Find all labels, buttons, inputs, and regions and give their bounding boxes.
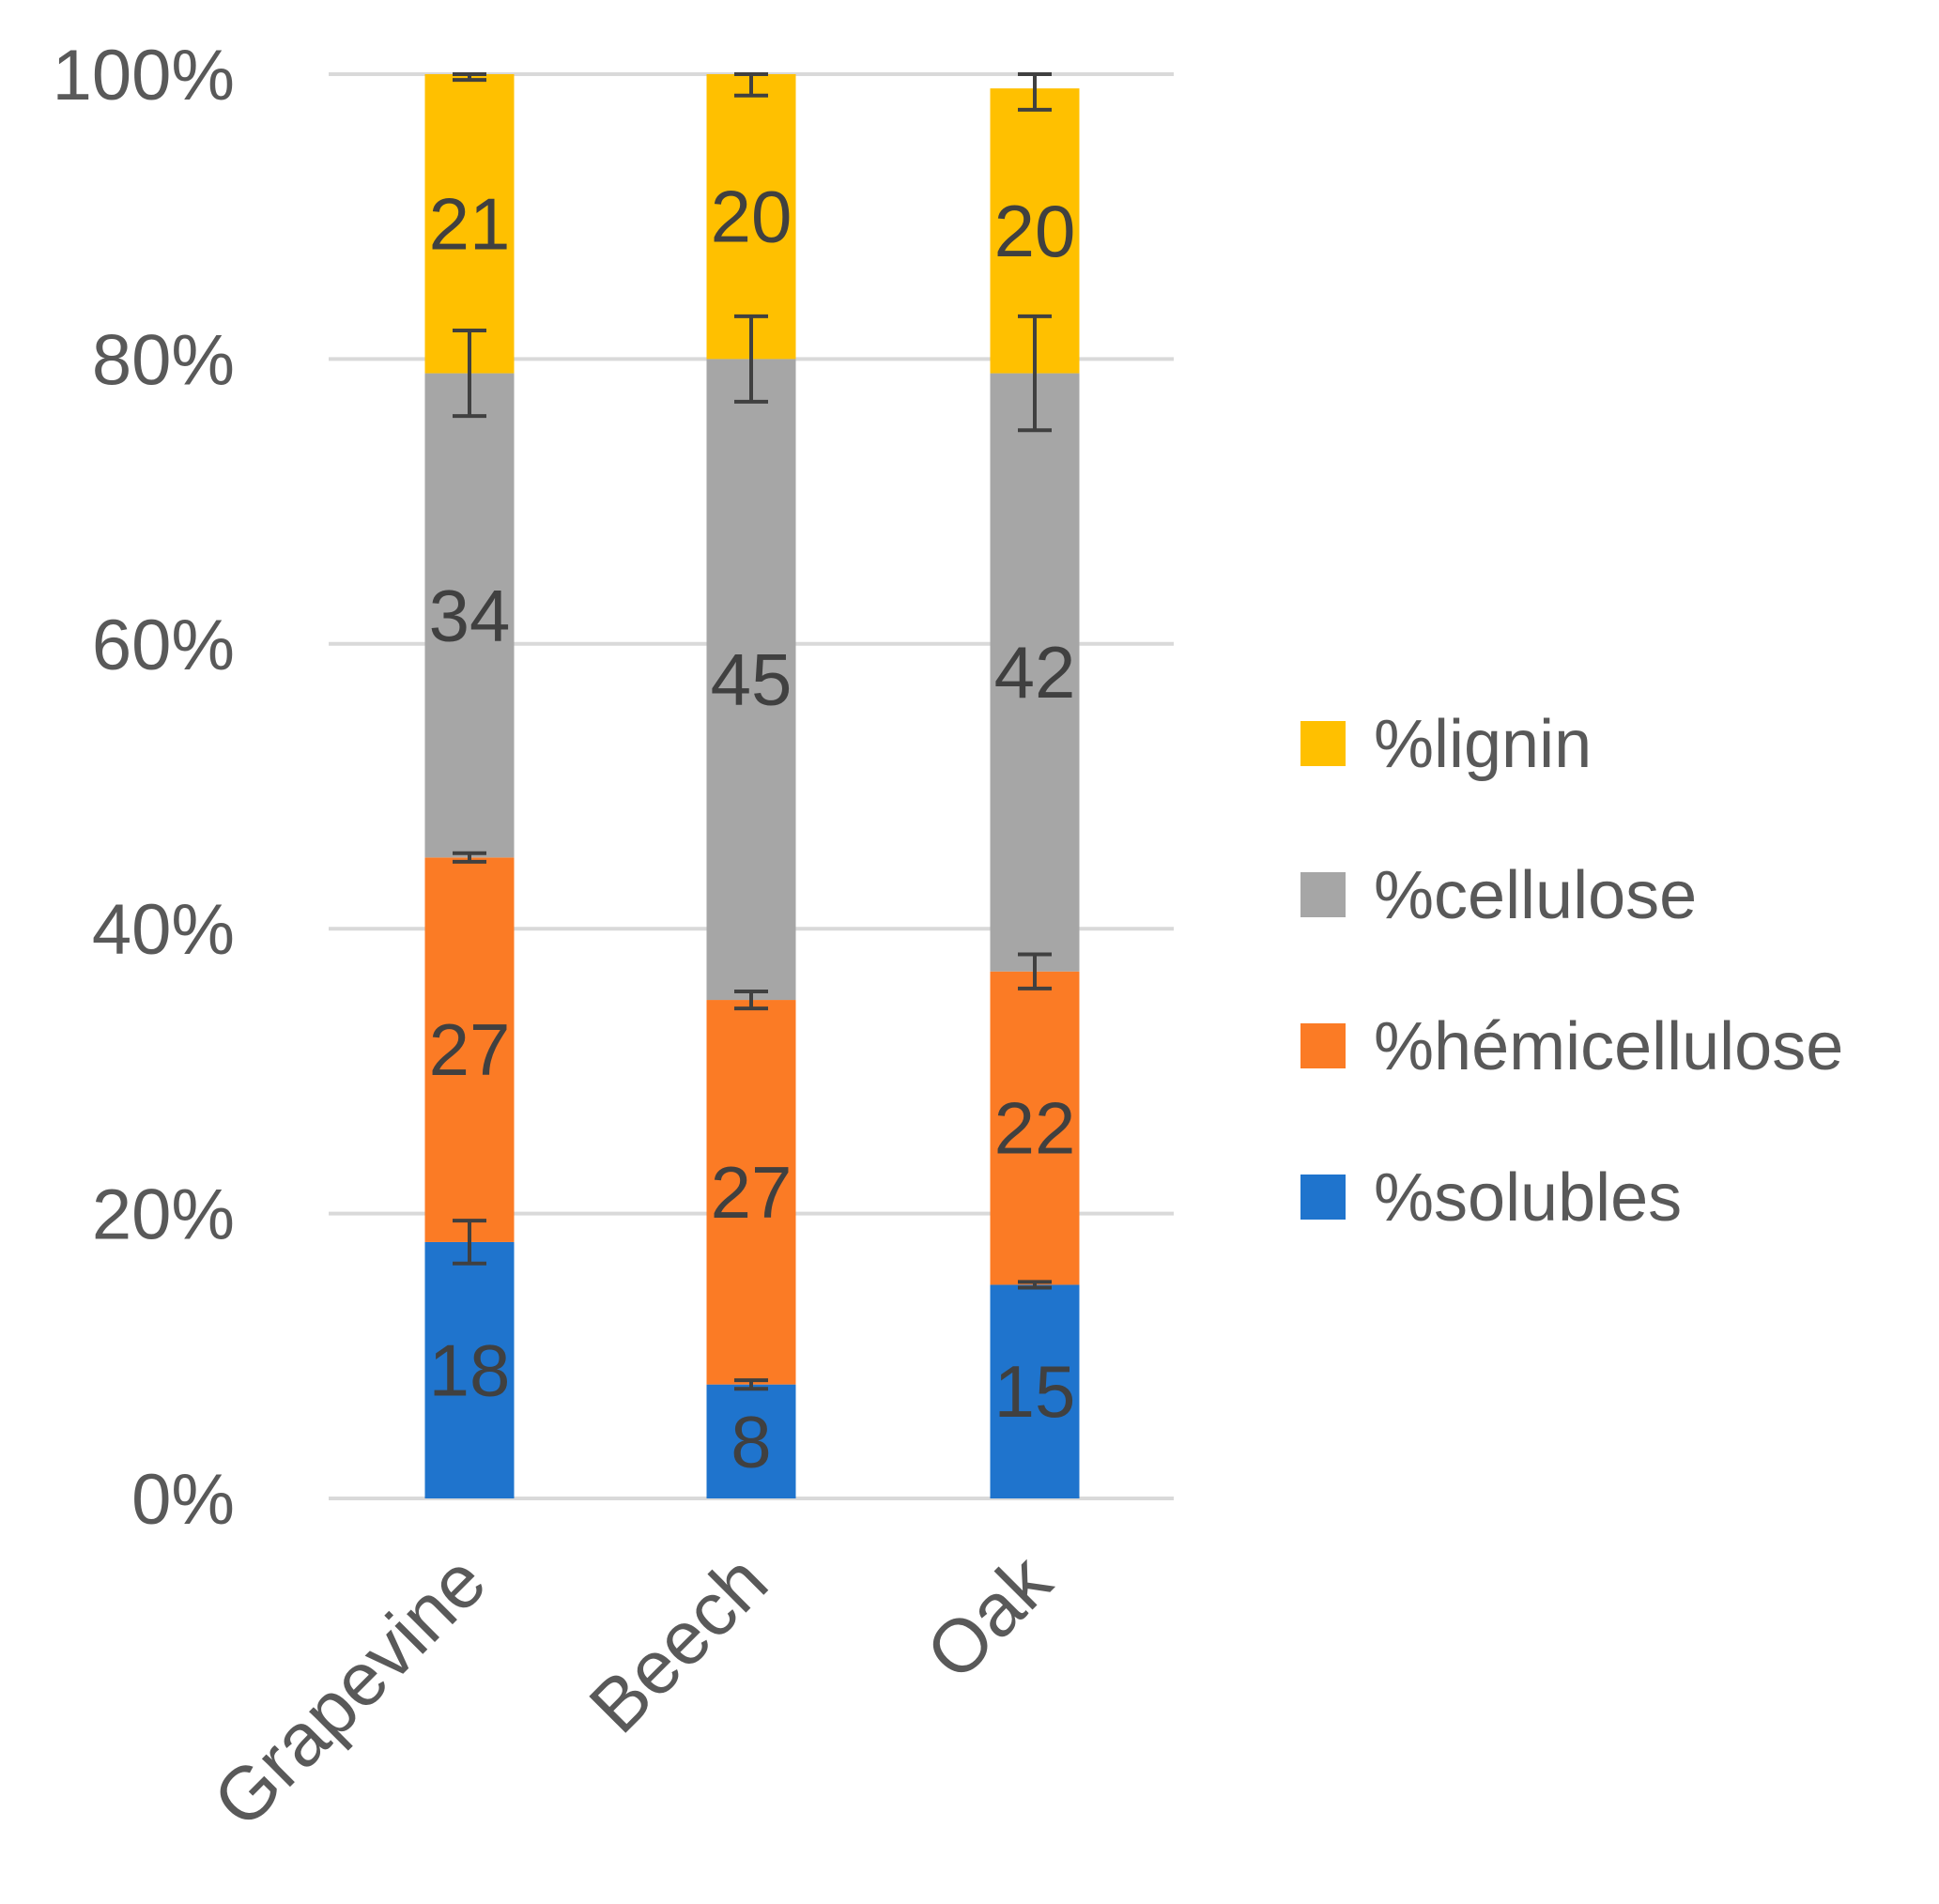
legend-label: %solubles bbox=[1374, 1160, 1682, 1236]
y-tick-label: 80% bbox=[92, 320, 235, 400]
bar-segment-beech-cellulose bbox=[706, 359, 796, 1001]
data-label: 34 bbox=[429, 574, 511, 656]
y-tick-label: 100% bbox=[53, 36, 235, 115]
bar-segment-grapevine-hémicellulose bbox=[424, 857, 515, 1242]
error-bars bbox=[453, 72, 1052, 1391]
data-label: 42 bbox=[994, 631, 1076, 714]
legend-swatch bbox=[1300, 1175, 1346, 1220]
legend-item-cellulose: %cellulose bbox=[1300, 858, 1697, 933]
legend-item-hémicellulose: %hémicellulose bbox=[1300, 1009, 1843, 1084]
legend-label: %cellulose bbox=[1374, 858, 1697, 933]
data-label: 45 bbox=[711, 638, 793, 721]
error-bar bbox=[453, 329, 486, 419]
legend-label: %hémicellulose bbox=[1374, 1009, 1843, 1084]
bar-segment-grapevine-solubles bbox=[424, 1241, 515, 1498]
x-category-label-beech: Beech bbox=[574, 1539, 783, 1748]
error-bar bbox=[453, 851, 486, 864]
error-bar bbox=[1018, 72, 1052, 112]
error-bar bbox=[1018, 314, 1052, 433]
data-label: 22 bbox=[994, 1087, 1076, 1170]
bar-segment-beech-lignin bbox=[706, 74, 796, 360]
x-category-label-oak: Oak bbox=[910, 1538, 1067, 1695]
error-bar bbox=[1018, 952, 1052, 990]
legend: %lignin %cellulose %hémicellulose %solubles bbox=[1300, 707, 1843, 1236]
data-label: 21 bbox=[429, 182, 511, 265]
y-tick-label: 60% bbox=[92, 606, 235, 685]
y-tick-label: 20% bbox=[92, 1175, 235, 1255]
data-label: 27 bbox=[429, 1008, 511, 1091]
data-label: 8 bbox=[731, 1400, 771, 1482]
bar-segment-grapevine-cellulose bbox=[424, 373, 515, 858]
x-axis-category-labels: Grapevine Beech Oak bbox=[197, 1538, 1068, 1843]
x-category-label-grapevine: Grapevine bbox=[197, 1539, 501, 1843]
bar-segment-oak-solubles bbox=[990, 1284, 1080, 1498]
bars bbox=[424, 74, 1080, 1498]
data-label: 27 bbox=[711, 1151, 793, 1234]
error-bar bbox=[453, 72, 486, 83]
bar-segment-grapevine-lignin bbox=[424, 74, 515, 374]
data-labels: 18 27 34 21 8 27 45 20 15 22 42 20 bbox=[429, 176, 1076, 1483]
bar-segment-oak-hémicellulose bbox=[990, 971, 1080, 1285]
bar-segment-beech-solubles bbox=[706, 1384, 796, 1498]
error-bar bbox=[453, 1219, 486, 1266]
y-tick-label: 0% bbox=[131, 1460, 235, 1540]
bar-segment-beech-hémicellulose bbox=[706, 1000, 796, 1385]
legend-swatch bbox=[1300, 1023, 1346, 1068]
legend-label: %lignin bbox=[1374, 707, 1592, 782]
legend-item-lignin: %lignin bbox=[1300, 707, 1592, 782]
legend-swatch bbox=[1300, 721, 1346, 766]
bar-segment-oak-cellulose bbox=[990, 373, 1080, 972]
error-bar bbox=[1018, 1280, 1052, 1290]
legend-swatch bbox=[1300, 872, 1346, 917]
error-bar bbox=[734, 989, 768, 1011]
data-label: 20 bbox=[711, 176, 793, 258]
legend-item-solubles: %solubles bbox=[1300, 1160, 1682, 1236]
error-bar bbox=[734, 72, 768, 98]
error-bar bbox=[734, 314, 768, 404]
data-label: 15 bbox=[994, 1350, 1076, 1433]
error-bar bbox=[734, 1378, 768, 1391]
y-axis-tick-labels: 0% 20% 40% 60% 80% 100% bbox=[53, 36, 235, 1540]
data-label: 18 bbox=[429, 1328, 511, 1411]
data-label: 20 bbox=[994, 190, 1076, 272]
y-tick-label: 40% bbox=[92, 890, 235, 970]
